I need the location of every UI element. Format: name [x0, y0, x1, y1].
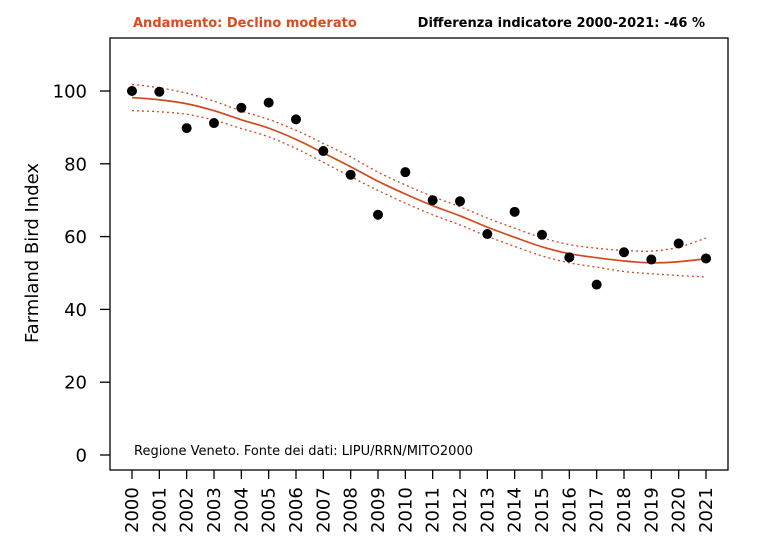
x-tick-label-2007: 2007: [313, 487, 334, 533]
x-tick-label-2010: 2010: [395, 487, 416, 533]
x-tick-label-2011: 2011: [423, 487, 444, 533]
data-point-2021: [701, 253, 711, 264]
confidence-band: [131, 83, 707, 278]
x-axis: 2000 2001 2002 2003 2004 2005 2006 2007 2008 2009…: [122, 470, 717, 533]
x-tick-label-2009: 2009: [368, 487, 389, 533]
data-point-2019: [646, 254, 657, 265]
difference-text: Differenza indicatore 2000-2021: -46 %: [418, 16, 705, 31]
x-tick-label-2001: 2001: [149, 487, 170, 533]
trend-text: Andamento: Declino moderato: [133, 16, 357, 31]
x-tick-label-2012: 2012: [450, 487, 471, 533]
data-point-2010: [400, 167, 411, 178]
data-point-2013: [482, 229, 493, 240]
data-point-2016: [564, 252, 575, 263]
lower-confidence-line: [131, 110, 707, 278]
y-axis-label: Farmland Bird Index: [22, 163, 43, 343]
x-tick-label-2000: 2000: [122, 487, 143, 533]
data-point-2005: [263, 97, 274, 108]
x-tick-label-2018: 2018: [614, 487, 635, 533]
y-tick-label-1: 20: [64, 373, 87, 394]
upper-confidence-line: [131, 83, 707, 252]
source-note: Regione Veneto. Fonte dei dati: LIPU/RRN…: [134, 444, 473, 459]
data-point-2018: [619, 247, 629, 258]
y-tick-label-5: 100: [53, 82, 87, 103]
header: Andamento: Declino moderato Differenza i…: [133, 16, 705, 31]
data-point-2020: [673, 238, 684, 249]
y-tick-label-4: 80: [64, 154, 87, 175]
data-point-2011: [427, 195, 438, 206]
data-point-2003: [209, 118, 219, 129]
data-point-2000: [127, 86, 137, 96]
x-tick-label-2019: 2019: [641, 487, 662, 533]
x-tick-label-2015: 2015: [532, 487, 553, 533]
x-tick-label-2006: 2006: [286, 487, 307, 533]
data-point-2012: [455, 196, 465, 207]
data-point-2004: [236, 102, 247, 113]
data-point-2006: [291, 114, 301, 125]
y-tick-label-3: 60: [64, 227, 87, 248]
x-tick-label-2016: 2016: [559, 487, 580, 533]
data-point-2009: [373, 209, 383, 220]
y-axis: 0 20 40 60 80 100: [53, 82, 110, 467]
x-tick-label-2003: 2003: [204, 487, 225, 533]
data-point-2015: [537, 229, 547, 240]
plot-frame: [109, 37, 729, 471]
x-tick-label-2014: 2014: [505, 487, 526, 533]
y-tick-label-2: 40: [64, 300, 87, 321]
x-tick-label-2004: 2004: [231, 487, 252, 533]
data-point-2008: [345, 169, 356, 180]
y-tick-label-0: 0: [76, 446, 87, 467]
x-tick-label-2013: 2013: [477, 487, 498, 533]
data-point-2002: [181, 123, 192, 134]
data-point-2017: [591, 279, 602, 290]
data-point-2001: [154, 86, 165, 97]
x-tick-label-2008: 2008: [341, 487, 362, 533]
x-tick-label-2002: 2002: [177, 487, 198, 533]
data-point-2007: [318, 146, 329, 157]
x-tick-label-2020: 2020: [669, 487, 690, 533]
trend-line: [131, 96, 707, 264]
x-tick-label-2017: 2017: [587, 487, 608, 533]
x-tick-label-2005: 2005: [259, 487, 280, 533]
x-tick-label-2021: 2021: [696, 487, 717, 533]
points-group: [127, 86, 711, 290]
trend-line-group: [131, 96, 707, 264]
data-point-2014: [509, 206, 520, 217]
